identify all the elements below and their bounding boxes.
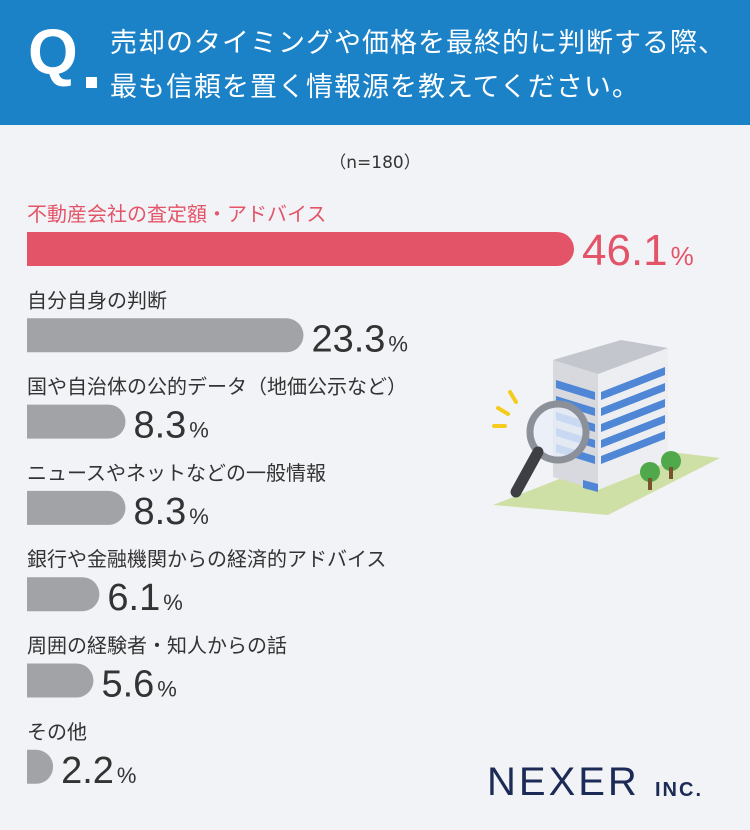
value-label: 5.6: [101, 664, 154, 706]
unit-label: %: [388, 331, 408, 356]
unit-label: %: [671, 241, 694, 271]
unit-label: %: [117, 763, 137, 788]
bar: [27, 663, 94, 698]
category-label: 不動産会社の査定額・アドバイス: [27, 202, 326, 226]
sample-size: （n=180）: [329, 153, 421, 173]
value-label: 46.1: [582, 226, 668, 275]
value-label: 23.3: [311, 318, 385, 360]
question-text: 売却のタイミングや価格を最終的に判断する際、最も信頼を置く情報源を教えてください…: [110, 28, 726, 103]
value-label: 6.1: [107, 577, 160, 619]
category-label: 自分自身の判断: [27, 288, 167, 312]
bar: [27, 577, 100, 612]
value-label: 2.2: [61, 750, 114, 792]
bar: [27, 749, 54, 784]
category-label: 周囲の経験者・知人からの話: [27, 634, 287, 658]
unit-label: %: [157, 677, 177, 702]
value-label: 8.3: [133, 405, 186, 447]
nexer-logo: NEXER: [487, 760, 640, 804]
category-label: その他: [27, 720, 87, 744]
bar: [27, 232, 574, 266]
unit-label: %: [189, 504, 209, 529]
question-header: Q 売却のタイミングや価格を最終的に判断する際、最も信頼を置く情報源を教えてくだ…: [0, 0, 750, 125]
value-label: 8.3: [133, 491, 186, 533]
category-label: 銀行や金融機関からの経済的アドバイス: [27, 547, 386, 571]
nexer-logo-suffix: INC.: [655, 779, 703, 801]
unit-label: %: [163, 590, 183, 615]
unit-label: %: [189, 418, 209, 443]
question-mark: Q: [28, 16, 78, 88]
office-building-illustration: [492, 340, 720, 515]
category-label: 国や自治体の公的データ（地価公示など）: [27, 375, 407, 399]
question-dot: [86, 77, 97, 88]
category-label: ニュースやネットなどの一般情報: [27, 461, 326, 485]
bar: [27, 318, 304, 353]
bar: [27, 404, 126, 439]
bar: [27, 490, 126, 525]
